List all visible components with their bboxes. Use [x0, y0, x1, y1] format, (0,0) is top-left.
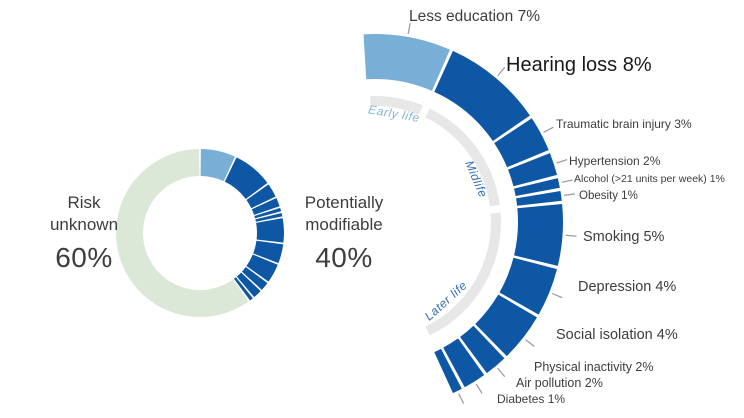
tick-air-pollution [475, 383, 483, 394]
tick-depression [551, 292, 563, 299]
ring-segment-diabetes [434, 348, 462, 394]
ring-segment-hypertension [508, 153, 558, 187]
stage-arc-early-life [370, 95, 423, 115]
tick-less-education [407, 22, 411, 35]
ring-segment-smoking [514, 203, 563, 266]
tick-smoking [565, 234, 577, 237]
stage-arc-midlife [425, 108, 500, 207]
donut-segment-hypertension [251, 198, 280, 215]
label-less-education: Less education 7% [409, 8, 540, 25]
donut-segment-less-education [200, 149, 235, 182]
ring-segment-obesity [516, 190, 562, 206]
tick-alcohol-21-units-per-week [561, 179, 573, 183]
label-smoking: Smoking 5% [583, 229, 665, 245]
tick-obesity [564, 193, 576, 196]
ring-segment-alcohol-21-units-per-week [514, 178, 560, 196]
risk-unknown-line2: unknown [49, 215, 119, 234]
donut-segment-physical-inactivity [241, 266, 268, 290]
donut-segment-alcohol-21-units-per-week [254, 207, 282, 219]
label-diabetes: Diabetes 1% [497, 392, 565, 406]
modifiable-pct: 40% [315, 242, 373, 273]
donut-segment-social-isolation [246, 254, 278, 282]
ring-segment-physical-inactivity [460, 325, 505, 374]
risk-unknown-label: Risk unknown 60% [14, 192, 154, 274]
tick-diabetes [458, 393, 465, 404]
tick-hearing-loss [497, 66, 506, 77]
label-hearing-loss: Hearing loss 8% [506, 54, 652, 76]
donut-segment-traumatic-brain-injury [246, 184, 276, 209]
donut-segment-depression [253, 240, 284, 264]
tick-hypertension [556, 159, 568, 164]
tick-physical-inactivity [497, 367, 506, 378]
ring-segment-less-education [363, 33, 450, 91]
ring-segment-depression [499, 257, 558, 315]
label-alcohol-21-units-per-week: Alcohol (>21 units per week) 1% [574, 173, 725, 185]
tick-social-isolation [525, 339, 535, 347]
ring-segment-social-isolation [475, 294, 537, 357]
potentially-modifiable-label: Potentially modifiable 40% [274, 192, 414, 274]
stage-arc-later-life [425, 212, 501, 336]
donut-segment-diabetes [233, 277, 253, 301]
label-obesity: Obesity 1% [579, 190, 638, 202]
modifiable-line2: modifiable [305, 215, 383, 234]
risk-unknown-line1: Risk [67, 193, 101, 212]
label-social-isolation: Social isolation 4% [556, 327, 678, 343]
label-depression: Depression 4% [578, 279, 676, 295]
tick-traumatic-brain-injury [543, 126, 554, 133]
ring-segment-air-pollution [443, 338, 485, 388]
donut-segment-obesity [255, 212, 283, 222]
label-traumatic-brain-injury: Traumatic brain injury 3% [556, 117, 692, 131]
risk-unknown-pct: 60% [55, 242, 113, 273]
ring-segment-traumatic-brain-injury [494, 118, 549, 168]
label-air-pollution: Air pollution 2% [516, 376, 603, 390]
modifiable-line1: Potentially [304, 193, 384, 212]
ring-segment-hearing-loss [434, 50, 530, 141]
donut-segment-hearing-loss [224, 157, 268, 200]
donut-segment-smoking [256, 218, 284, 243]
donut-segment-air-pollution [236, 272, 261, 298]
label-hypertension: Hypertension 2% [569, 154, 661, 168]
label-physical-inactivity: Physical inactivity 2% [534, 360, 654, 374]
donut-segment-risk-unknown [116, 149, 249, 317]
